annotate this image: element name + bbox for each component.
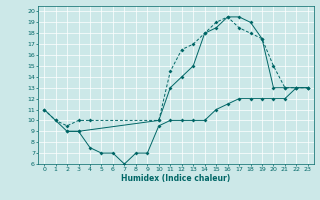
X-axis label: Humidex (Indice chaleur): Humidex (Indice chaleur) xyxy=(121,174,231,183)
